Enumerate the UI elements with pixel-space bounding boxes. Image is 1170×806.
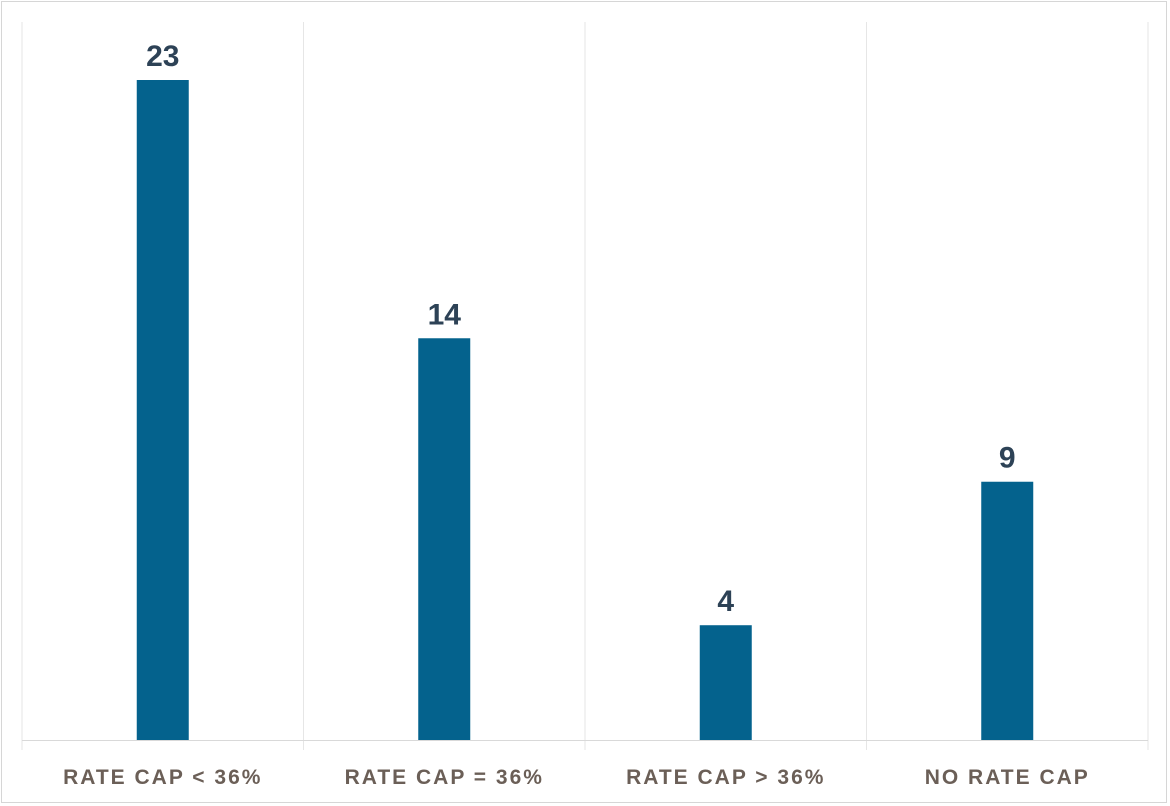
category-label: RATE CAP < 36%: [63, 766, 262, 789]
data-labels: 23 14 4 9: [146, 40, 1016, 618]
category-label: RATE CAP > 36%: [626, 766, 825, 789]
data-label: 23: [146, 40, 179, 73]
bars: [136, 80, 1034, 740]
data-label: 14: [428, 298, 462, 331]
bar: [699, 625, 752, 740]
bar: [981, 481, 1034, 740]
bar: [136, 80, 189, 740]
category-labels: RATE CAP < 36% RATE CAP = 36% RATE CAP > 3…: [63, 766, 1090, 789]
data-label: 9: [999, 442, 1016, 475]
data-label: 4: [717, 585, 734, 618]
category-label: NO RATE CAP: [925, 766, 1090, 789]
bar: [418, 338, 471, 740]
category-label: RATE CAP = 36%: [345, 766, 544, 789]
category-separators: [21, 22, 1149, 750]
